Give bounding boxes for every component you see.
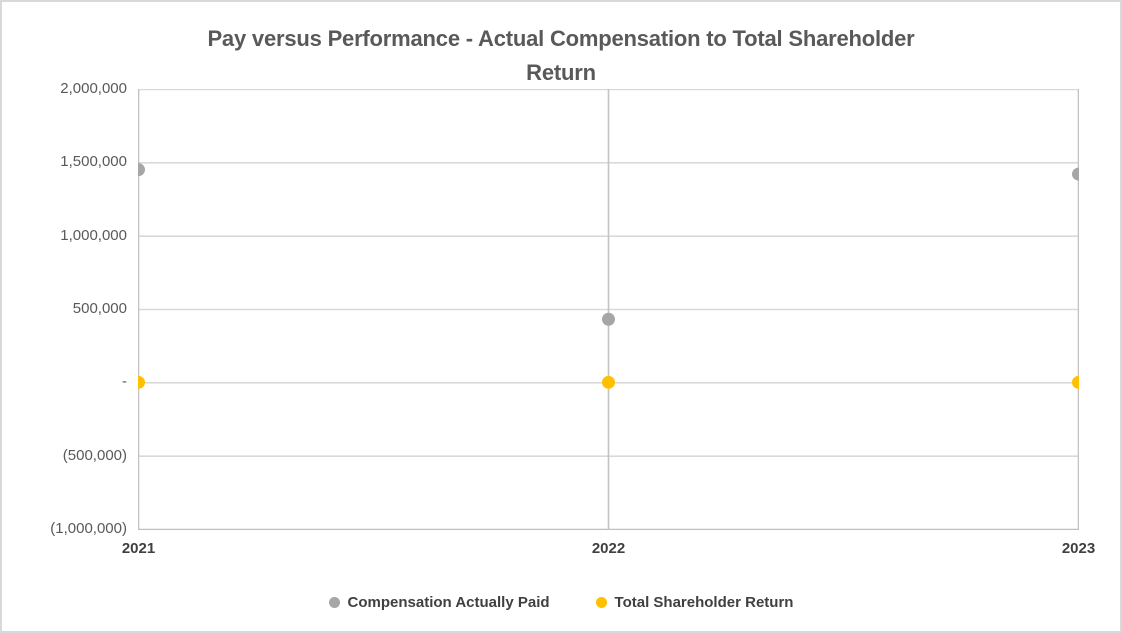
data-point-compensation-actually-paid-2021 — [138, 163, 145, 177]
legend-marker-icon — [328, 597, 340, 608]
data-point-compensation-actually-paid-2023 — [1072, 167, 1079, 181]
y-axis-tick-label: 1,000,000 — [60, 226, 127, 244]
data-point-total-shareholder-return-2021 — [138, 375, 145, 389]
x-axis-tick-label-2023: 2023 — [1061, 540, 1096, 557]
chart-title-line-1: Pay versus Performance - Actual Compensa… — [207, 26, 915, 51]
y-axis-tick-label: (500,000) — [62, 446, 127, 464]
plot-area — [138, 89, 1079, 530]
y-axis-tick-label: 500,000 — [72, 300, 127, 317]
legend-label: Total Shareholder Return — [614, 594, 794, 611]
data-point-total-shareholder-return-2022 — [602, 375, 615, 389]
data-point-compensation-actually-paid-2022 — [602, 312, 615, 326]
y-axis-tick-label: 2,000,000 — [60, 80, 127, 97]
y-axis: 2,000,000 1,500,000 1,000,000 500,000 - (500,… — [2, 2, 127, 631]
legend-label: Compensation Actually Paid — [347, 594, 550, 611]
y-axis-tick-label: - — [122, 373, 127, 391]
legend-item-compensation-actually-paid: Compensation Actually Paid — [328, 594, 550, 611]
data-point-total-shareholder-return-2023 — [1072, 375, 1079, 389]
legend: Compensation Actually Paid Total Sharehol… — [2, 594, 1120, 611]
y-axis-tick-label: 1,500,000 — [60, 153, 127, 171]
chart-title-line-2: Return — [526, 60, 596, 85]
y-axis-tick-label: (1,000,000) — [50, 520, 127, 537]
legend-marker-icon — [595, 597, 607, 608]
x-axis-tick-label-2022: 2022 — [591, 540, 626, 557]
chart-title: Pay versus Performance - Actual Compensa… — [2, 22, 1120, 90]
legend-item-total-shareholder-return: Total Shareholder Return — [595, 594, 794, 611]
